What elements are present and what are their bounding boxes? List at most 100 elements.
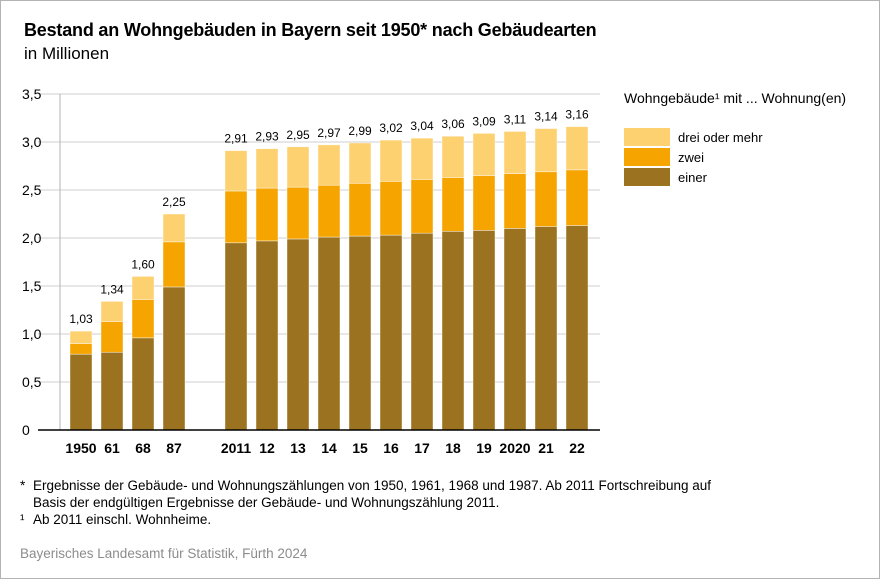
x-tick-label: 12: [259, 440, 275, 456]
x-tick-label: 87: [166, 440, 182, 456]
bar-segment-drei-oder-mehr: [317, 144, 341, 186]
legend-swatch-einer: [624, 168, 670, 186]
bar-segment-einer: [317, 236, 341, 431]
legend-item-einer: einer: [624, 168, 707, 186]
bar-segment-zwei: [131, 299, 155, 339]
total-data-label: 2,95: [286, 128, 310, 142]
bar-segment-drei-oder-mehr: [100, 301, 124, 322]
total-data-label: 3,02: [379, 121, 403, 135]
legend-swatch-zwei: [624, 148, 670, 166]
bar-segment-zwei: [379, 181, 403, 236]
total-data-label: 2,93: [255, 130, 279, 144]
total-data-label: 3,11: [504, 112, 527, 126]
total-data-label: 3,14: [534, 110, 558, 124]
chart-subtitle: in Millionen: [24, 44, 110, 63]
bar-segment-einer: [441, 230, 465, 431]
y-tick-label: 1,0: [22, 326, 42, 342]
bar-segment-einer: [255, 240, 279, 431]
legend-label: einer: [678, 169, 707, 185]
y-tick-label: 2,5: [22, 182, 42, 198]
x-tick-label: 19: [476, 440, 492, 456]
bar-segment-einer: [224, 242, 248, 431]
x-tick-label: 16: [383, 440, 399, 456]
bar-segment-zwei: [348, 182, 372, 237]
bar-segment-einer: [503, 228, 527, 431]
bar-segment-einer: [410, 232, 434, 431]
bar-segment-zwei: [317, 184, 341, 238]
y-tick-label: 2,0: [22, 230, 42, 246]
bar-segment-drei-oder-mehr: [131, 276, 155, 300]
bar-segment-zwei: [534, 171, 558, 227]
x-tick-label: 2011: [221, 440, 252, 456]
legend-item-drei-oder-mehr: drei oder mehr: [624, 128, 763, 146]
bar-segment-drei-oder-mehr: [472, 133, 496, 176]
bar-segment-drei-oder-mehr: [565, 126, 589, 171]
bar-segment-einer: [348, 235, 372, 431]
bar-segment-zwei: [503, 173, 527, 229]
total-data-label: 2,97: [317, 126, 341, 140]
bar-segment-zwei: [69, 343, 93, 355]
legend-label: zwei: [678, 149, 705, 165]
bar-segment-einer: [69, 353, 93, 431]
x-tick-label: 2020: [499, 440, 530, 456]
x-tick-label: 61: [104, 440, 120, 456]
x-tick-label: 21: [538, 440, 554, 456]
bar-segment-drei-oder-mehr: [503, 131, 527, 174]
bar-segment-drei-oder-mehr: [348, 142, 372, 184]
bar-segment-einer: [286, 238, 310, 431]
total-data-label: 2,25: [162, 195, 186, 209]
bar-segment-zwei: [286, 186, 310, 240]
bar-segment-einer: [162, 286, 186, 431]
bar-segment-zwei: [472, 175, 496, 231]
footnote-mark: ¹: [20, 512, 25, 527]
total-data-label: 3,04: [410, 119, 434, 133]
bar-segment-einer: [131, 337, 155, 431]
y-tick-label: 3,0: [22, 134, 42, 150]
bar-segment-drei-oder-mehr: [534, 128, 558, 173]
bar-segment-drei-oder-mehr: [162, 213, 186, 243]
total-data-label: 1,60: [131, 257, 155, 271]
footnote-asterisk: * Ergebnisse der Gebäude- und Wohnungszäh…: [20, 477, 711, 511]
bar-segment-einer: [472, 230, 496, 431]
x-tick-label: 17: [414, 440, 430, 456]
bar-segment-drei-oder-mehr: [286, 146, 310, 188]
footnote-mark: *: [20, 478, 26, 493]
x-tick-label: 68: [135, 440, 151, 456]
legend-title: Wohngebäude¹ mit ... Wohnung(en): [624, 90, 847, 106]
footnote-text: Ergebnisse der Gebäude- und Wohnungszähl…: [33, 478, 712, 493]
x-tick-label: 15: [352, 440, 368, 456]
bar-segment-einer: [379, 234, 403, 431]
x-tick-label: 22: [569, 440, 585, 456]
bar-segment-drei-oder-mehr: [255, 148, 279, 189]
legend-item-zwei: zwei: [624, 148, 704, 166]
chart-title: Bestand an Wohngebäuden in Bayern seit 1…: [24, 20, 597, 40]
bar-segment-zwei: [162, 241, 186, 288]
bar-segment-drei-oder-mehr: [410, 137, 434, 180]
bar-segment-zwei: [441, 177, 465, 232]
source-note: Bayerisches Landesamt für Statistik, Für…: [20, 546, 308, 561]
total-data-label: 3,16: [565, 108, 589, 122]
footnote-text: Ab 2011 einschl. Wohnheime.: [33, 512, 212, 527]
bar-segment-einer: [565, 225, 589, 431]
total-data-label: 1,03: [69, 312, 93, 326]
total-data-label: 3,09: [472, 114, 496, 128]
footnote-one: ¹ Ab 2011 einschl. Wohnheime.: [20, 511, 211, 528]
total-data-label: 3,06: [441, 117, 465, 131]
bar-segment-zwei: [100, 321, 124, 353]
y-tick-label: 0,5: [22, 374, 42, 390]
x-tick-label: 1950: [65, 440, 96, 456]
x-tick-label: 13: [290, 440, 306, 456]
bar-segment-drei-oder-mehr: [379, 139, 403, 182]
bar-segment-drei-oder-mehr: [69, 330, 93, 344]
bar-segment-zwei: [224, 190, 248, 244]
x-tick-label: 18: [445, 440, 461, 456]
total-data-label: 2,91: [224, 132, 248, 146]
y-tick-label: 3,5: [22, 86, 42, 102]
y-tick-label: 0: [22, 422, 30, 438]
x-tick-label: 14: [321, 440, 337, 456]
total-data-label: 1,34: [100, 282, 124, 296]
total-data-label: 2,99: [348, 124, 372, 138]
legend-label: drei oder mehr: [678, 129, 763, 145]
footnote-text-continued: Basis der endgültigen Ergebnisse der Geb…: [33, 495, 500, 510]
